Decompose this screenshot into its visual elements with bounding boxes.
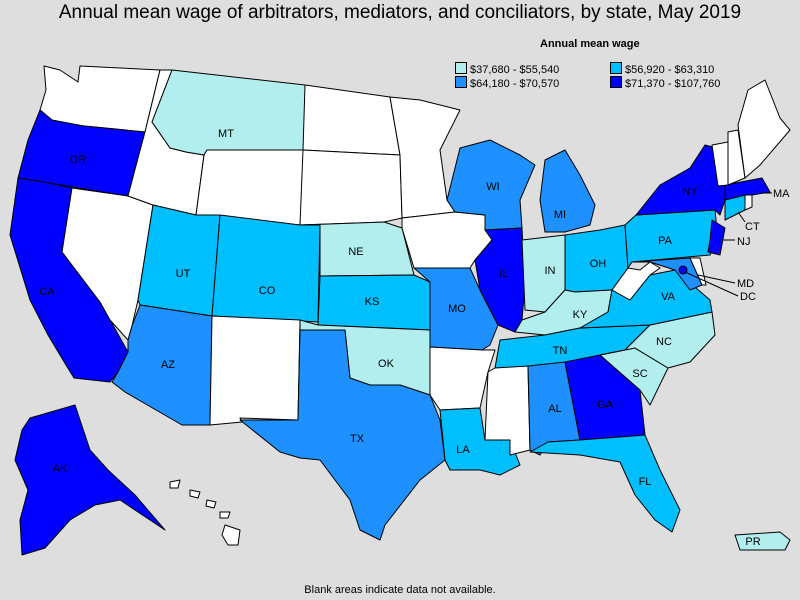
state-label-SC: SC	[632, 368, 647, 380]
legend-item-bin-2: $56,920 - $63,310	[610, 62, 714, 76]
state-WY[interactable]	[195, 149, 306, 226]
state-label-NY: NY	[682, 186, 698, 198]
state-RI[interactable]	[744, 194, 753, 211]
state-label-OR: OR	[70, 154, 87, 166]
footer-note: Blank areas indicate data not available.	[304, 584, 496, 596]
state-label-TN: TN	[553, 345, 568, 357]
legend-swatch	[455, 62, 467, 74]
state-label-DC: DC	[740, 291, 756, 303]
legend-label: $56,920 - $63,310	[625, 64, 715, 76]
state-label-OH: OH	[590, 258, 607, 270]
state-AR[interactable]	[429, 346, 496, 411]
state-label-CO: CO	[259, 285, 276, 297]
legend-item-bin-3: $64,180 - $70,570	[455, 76, 559, 90]
state-label-PA: PA	[658, 235, 673, 247]
state-AK[interactable]	[14, 404, 166, 556]
state-GA[interactable]	[564, 354, 646, 441]
legend-title: Annual mean wage	[540, 38, 640, 50]
state-label-NJ: NJ	[737, 236, 750, 248]
state-label-NC: NC	[656, 336, 672, 348]
legend-swatch	[610, 62, 622, 74]
state-SD[interactable]	[299, 149, 403, 226]
state-label-KY: KY	[573, 309, 588, 321]
state-label-GA: GA	[597, 399, 614, 411]
map-title: Annual mean wage of arbitrators, mediato…	[58, 2, 742, 23]
state-label-MD: MD	[737, 278, 754, 290]
legend-label: $71,370 - $107,760	[625, 78, 721, 90]
state-label-AZ: AZ	[161, 359, 175, 371]
legend-item-bin-4: $71,370 - $107,760	[610, 76, 720, 90]
legend-label: $64,180 - $70,570	[470, 78, 560, 90]
state-PR[interactable]	[734, 531, 791, 551]
state-FL[interactable]	[529, 434, 681, 533]
state-label-VA: VA	[661, 291, 676, 303]
state-HI[interactable]	[169, 479, 241, 546]
state-NJ[interactable]	[707, 219, 726, 256]
state-label-IN: IN	[545, 265, 556, 277]
state-label-MI: MI	[554, 209, 566, 221]
legend-swatch	[610, 76, 622, 88]
state-label-PR: PR	[745, 536, 760, 548]
state-label-AK-main: AK	[53, 463, 68, 475]
state-NY[interactable]	[635, 144, 726, 216]
legend-swatch	[455, 76, 467, 88]
state-MA[interactable]	[724, 177, 771, 201]
state-TX[interactable]	[239, 329, 446, 541]
legend-item-bin-1: $37,680 - $55,540	[455, 62, 559, 76]
state-UT[interactable]	[137, 204, 221, 317]
state-WV[interactable]	[611, 261, 661, 301]
state-ND[interactable]	[302, 84, 401, 156]
state-NM[interactable]	[209, 315, 301, 426]
state-LA[interactable]	[439, 407, 521, 476]
state-label-AL: AL	[548, 403, 561, 415]
state-label-LA: LA	[456, 444, 470, 456]
state-MI[interactable]	[539, 149, 596, 233]
state-label-FL: FL	[639, 476, 652, 488]
state-label-MO: MO	[448, 303, 466, 315]
state-CO[interactable]	[211, 214, 321, 323]
state-label-CA: CA	[39, 286, 55, 298]
state-DE[interactable]	[689, 257, 707, 286]
state-label-OK: OK	[378, 358, 395, 370]
state-label-WI: WI	[486, 181, 499, 193]
state-label-CT: CT	[745, 221, 760, 233]
state-MT[interactable]	[151, 69, 306, 156]
state-label-KS: KS	[365, 296, 380, 308]
state-MO[interactable]	[413, 267, 499, 351]
state-NC[interactable]	[599, 311, 716, 369]
state-label-TX: TX	[350, 433, 365, 445]
state-label-MA: MA	[773, 188, 790, 200]
state-label-IL: IL	[499, 268, 508, 280]
state-label-UT: UT	[176, 268, 191, 280]
state-label-MT: MT	[218, 128, 234, 140]
legend-label: $37,680 - $55,540	[470, 64, 560, 76]
state-label-NE: NE	[348, 246, 363, 258]
state-ME[interactable]	[737, 79, 791, 179]
